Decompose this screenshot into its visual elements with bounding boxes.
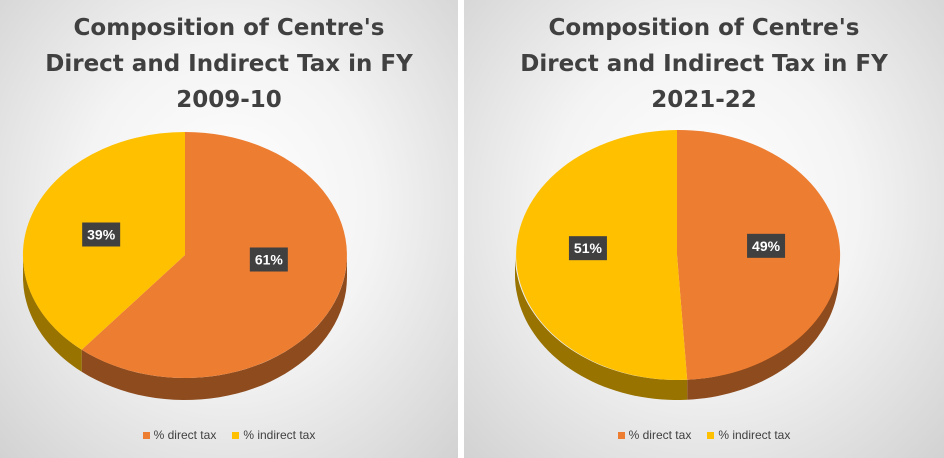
legend: % direct tax % indirect tax — [0, 428, 458, 442]
pie-chart-2009-10: 61% 39% — [22, 131, 347, 400]
legend-label: % indirect tax — [243, 428, 316, 442]
legend-item-direct: % direct tax — [617, 428, 692, 442]
data-label-text: 61% — [255, 251, 284, 267]
data-label: 39% — [82, 222, 121, 247]
pie-side-wall — [23, 255, 82, 372]
legend-item-indirect: % indirect tax — [232, 428, 315, 442]
chart-title: Composition of Centre's Direct and Indir… — [0, 10, 458, 118]
data-label: 51% — [568, 236, 607, 261]
legend-swatch-indirect — [232, 431, 240, 439]
chart-title-line: 2021-22 — [651, 87, 757, 113]
chart-title-line: Direct and Indirect Tax in FY — [520, 51, 888, 77]
chart-panel-2009-10: Composition of Centre's Direct and Indir… — [0, 0, 458, 458]
data-label-text: 49% — [752, 238, 781, 254]
data-label-text: 51% — [574, 240, 603, 256]
data-label: 61% — [249, 247, 288, 272]
legend-swatch-direct — [142, 431, 150, 439]
pie-slice — [81, 132, 347, 378]
chart-title-line: Direct and Indirect Tax in FY — [45, 51, 413, 77]
data-label-box — [249, 247, 288, 272]
chart-title-line: Composition of Centre's — [73, 15, 385, 41]
legend-item-direct: % direct tax — [142, 428, 217, 442]
legend-label: % direct tax — [628, 428, 692, 442]
pie-side-wall — [81, 255, 347, 400]
chart-title: Composition of Centre's Direct and Indir… — [464, 10, 944, 118]
chart-panel-2021-22: Composition of Centre's Direct and Indir… — [464, 0, 944, 458]
legend-label: % direct tax — [153, 428, 217, 442]
data-label-box — [747, 233, 786, 258]
legend-item-indirect: % indirect tax — [707, 428, 790, 442]
legend: % direct tax % indirect tax — [464, 428, 944, 442]
data-label-box — [568, 236, 607, 261]
data-label: 49% — [747, 233, 786, 258]
data-label-text: 39% — [87, 227, 116, 243]
chart-title-line: Composition of Centre's — [548, 15, 860, 41]
data-label-box — [82, 222, 121, 247]
legend-swatch-direct — [617, 431, 625, 439]
chart-title-line: 2009-10 — [176, 87, 282, 113]
pie-chart-2021-22: 49% 51% — [515, 129, 841, 400]
pie-side-wall — [687, 255, 839, 400]
pie-side-wall — [515, 255, 688, 400]
legend-label: % indirect tax — [718, 428, 791, 442]
legend-swatch-indirect — [707, 431, 715, 439]
